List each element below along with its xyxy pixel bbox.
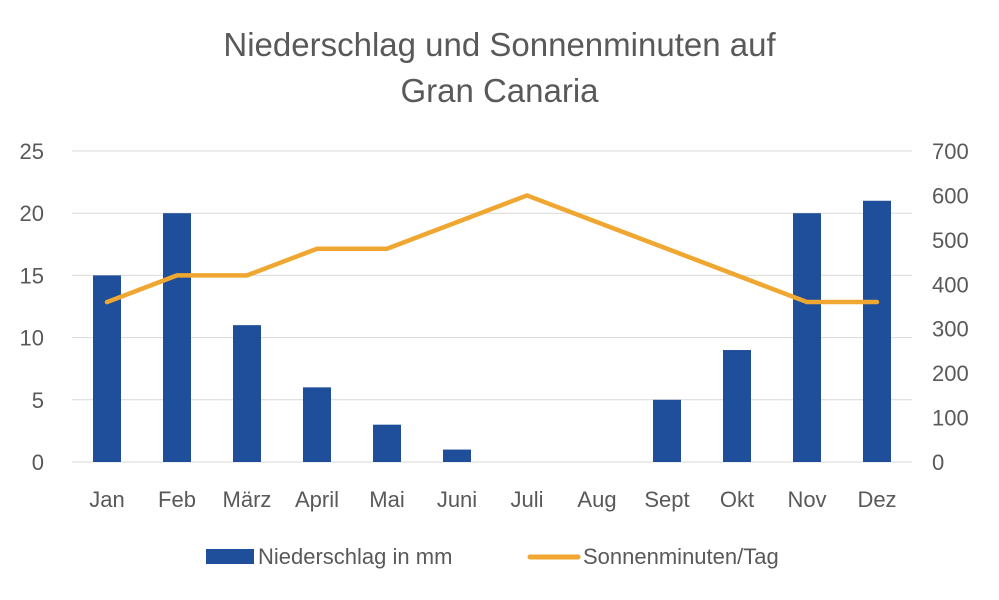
y-right-tick-label: 600 xyxy=(932,183,969,208)
bar-okt xyxy=(723,350,751,462)
bar-feb xyxy=(163,213,191,462)
bar-april xyxy=(303,387,331,462)
chart-title-line-2: Gran Canaria xyxy=(400,72,599,109)
y-left-tick-label: 10 xyxy=(20,326,44,351)
legend-label-niederschlag: Niederschlag in mm xyxy=(258,544,452,569)
bar-jan xyxy=(93,275,121,462)
y-right-tick-label: 200 xyxy=(932,361,969,386)
bar-dez xyxy=(863,200,891,462)
legend-label-sonnenminuten: Sonnenminuten/Tag xyxy=(583,544,779,569)
x-tick-label: Feb xyxy=(158,487,196,512)
y-left-tick-label: 20 xyxy=(20,201,44,226)
x-tick-label: März xyxy=(223,487,272,512)
bar-mai xyxy=(373,424,401,462)
y-left-tick-label: 5 xyxy=(32,388,44,413)
y-right-tick-label: 700 xyxy=(932,139,969,164)
series-line-sonnenminuten xyxy=(104,193,880,305)
x-tick-label: Jan xyxy=(89,487,124,512)
x-tick-label: Aug xyxy=(577,487,616,512)
chart-title: Niederschlag und Sonnenminuten auf Gran … xyxy=(0,22,999,114)
x-tick-label: April xyxy=(295,487,339,512)
x-tick-label: Sept xyxy=(644,487,689,512)
bar-sept xyxy=(653,399,681,462)
x-tick-label: Juni xyxy=(437,487,477,512)
bar-juni xyxy=(443,449,471,462)
chart-title-line-1: Niederschlag und Sonnenminuten auf xyxy=(223,26,776,63)
x-tick-label: Juli xyxy=(510,487,543,512)
y-left-tick-label: 25 xyxy=(20,139,44,164)
x-tick-label: Nov xyxy=(787,487,826,512)
bar-märz xyxy=(233,325,261,462)
y-left-tick-label: 0 xyxy=(32,450,44,475)
x-tick-label: Dez xyxy=(857,487,896,512)
legend-swatch-niederschlag xyxy=(206,549,254,564)
y-right-tick-label: 100 xyxy=(932,406,969,431)
x-tick-label: Mai xyxy=(369,487,404,512)
y-right-tick-label: 0 xyxy=(932,450,944,475)
y-left-tick-label: 15 xyxy=(20,263,44,288)
y-right-tick-label: 300 xyxy=(932,317,969,342)
x-tick-label: Okt xyxy=(720,487,754,512)
bar-nov xyxy=(793,213,821,462)
y-right-tick-label: 400 xyxy=(932,272,969,297)
y-right-tick-label: 500 xyxy=(932,228,969,253)
